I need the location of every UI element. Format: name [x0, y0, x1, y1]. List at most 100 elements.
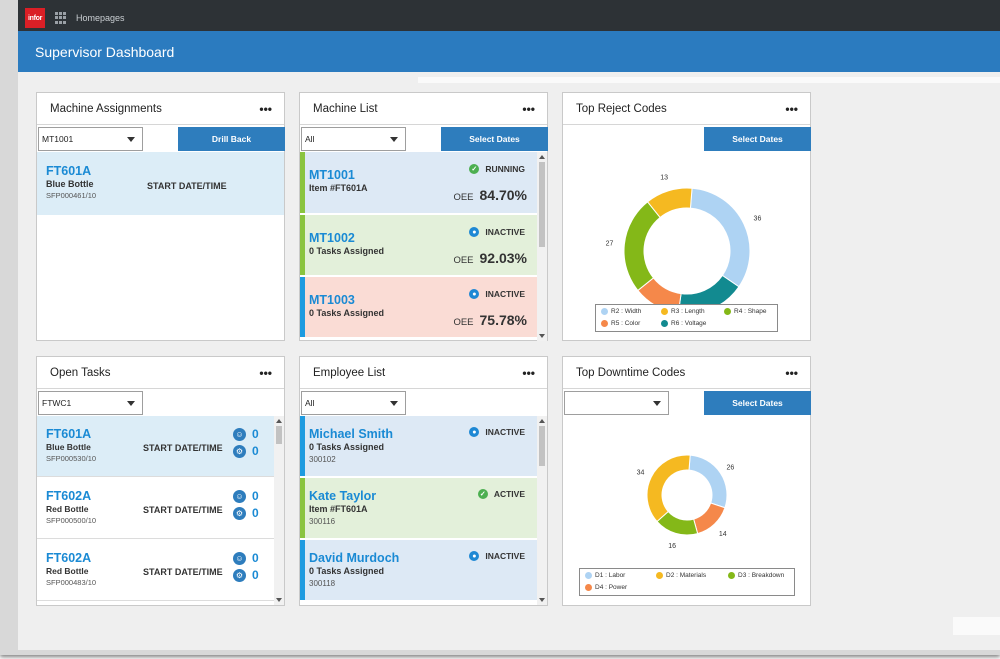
machine-list-item[interactable]: MT1002 0 Tasks Assigned ● INACTIVE OEE 92.03%: [300, 215, 537, 275]
legend-item[interactable]: R4 : Shape: [724, 308, 767, 315]
task-name: FT601A: [46, 427, 92, 441]
card-title: Top Downtime Codes: [576, 366, 686, 379]
scrollbar[interactable]: [274, 416, 284, 605]
machine-filter-select[interactable]: All: [301, 127, 406, 151]
scroll-thumb[interactable]: [539, 426, 545, 466]
task-count: ☺ 0: [233, 551, 259, 565]
downtime-codes-legend: D1 : Labor D2 : Materials D3 : Breakdown D4…: [579, 568, 795, 596]
employee-list-item[interactable]: David Murdoch 0 Tasks Assigned 300118 ● INAC…: [300, 540, 537, 600]
machine-oee: OEE 75.78%: [453, 312, 527, 328]
infor-logo[interactable]: infor: [25, 8, 45, 28]
machine-select[interactable]: MT1001: [38, 127, 143, 151]
machine-select-value: MT1001: [42, 134, 74, 144]
gear-icon: ⚙: [233, 568, 246, 582]
more-menu-button[interactable]: •••: [785, 365, 798, 380]
top-bar: infor Homepages: [18, 0, 1000, 36]
task-count: ⚙ 0: [233, 444, 259, 458]
more-menu-button[interactable]: •••: [259, 101, 272, 116]
chevron-down-icon: [653, 401, 661, 406]
assignment-item[interactable]: FT601A Blue Bottle SFP000461/10 START DA…: [37, 152, 284, 215]
scroll-up-icon[interactable]: [276, 419, 282, 423]
employee-filter-value: All: [305, 398, 315, 408]
employee-status: ● INACTIVE: [469, 427, 525, 437]
slice-value-label: 14: [719, 531, 727, 538]
machine-oee: OEE 92.03%: [453, 250, 527, 266]
legend-item[interactable]: R5 : Color: [601, 320, 640, 327]
select-dates-button[interactable]: Select Dates: [441, 127, 548, 151]
legend-label: R5 : Color: [611, 320, 641, 327]
legend-item[interactable]: R3 : Length: [661, 308, 705, 315]
card-title: Machine Assignments: [50, 102, 162, 115]
corner-patch: [953, 617, 1000, 635]
scroll-down-icon[interactable]: [539, 598, 545, 602]
machine-list-item[interactable]: MT1003 0 Tasks Assigned ● INACTIVE OEE 75.78%: [300, 277, 537, 337]
donut-slice[interactable]: [688, 454, 728, 509]
top-reject-codes-card: Top Reject Codes ••• Select Dates 361913…: [562, 92, 811, 341]
open-task-item[interactable]: FT602A Red Bottle SFP000500/10 START DATE/T…: [37, 478, 274, 539]
open-task-item[interactable]: FT601A Blue Bottle SFP000530/10 START DATE/…: [37, 416, 274, 477]
legend-label: R2 : Width: [611, 308, 642, 315]
legend-item[interactable]: D1 : Labor: [585, 572, 625, 579]
select-dates-button[interactable]: Select Dates: [704, 391, 811, 415]
task-desc: Blue Bottle: [46, 442, 91, 452]
scroll-thumb[interactable]: [276, 426, 282, 444]
employee-list-item[interactable]: Kate Taylor Item #FT601A 300116 ✓ ACTIVE: [300, 478, 537, 538]
slice-value-label: 13: [660, 174, 668, 181]
task-desc: Red Bottle: [46, 504, 89, 514]
page-title: Supervisor Dashboard: [35, 43, 175, 60]
employee-list-item[interactable]: Michael Smith 0 Tasks Assigned 300102 ● INAC…: [300, 416, 537, 476]
machine-list-item[interactable]: MT1001 Item #FT601A ✓ RUNNING OEE 84.70%: [300, 152, 537, 213]
breadcrumb-homepages[interactable]: Homepages: [76, 13, 125, 23]
task-count: ☺ 0: [233, 427, 259, 441]
select-dates-button[interactable]: Select Dates: [704, 127, 811, 151]
scroll-down-icon[interactable]: [276, 598, 282, 602]
power-icon: ●: [469, 551, 480, 561]
employee-sub: 0 Tasks Assigned: [309, 442, 385, 452]
more-menu-button[interactable]: •••: [522, 365, 535, 380]
employee-status-label: INACTIVE: [485, 427, 525, 437]
donut-slice[interactable]: [689, 187, 751, 288]
slice-value-label: 27: [606, 241, 614, 248]
machine-status: ● INACTIVE: [469, 289, 525, 299]
legend-item[interactable]: D2 : Materials: [656, 572, 706, 579]
scrollbar[interactable]: [537, 416, 547, 605]
donut-slice[interactable]: [646, 187, 693, 219]
scroll-down-icon[interactable]: [539, 334, 545, 338]
drill-back-button[interactable]: Drill Back: [178, 127, 285, 151]
task-name: FT602A: [46, 551, 92, 565]
task-desc: Red Bottle: [46, 566, 89, 576]
donut-slice[interactable]: [646, 454, 691, 523]
scroll-thumb[interactable]: [539, 162, 545, 247]
start-date-label: START DATE/TIME: [143, 443, 223, 453]
donut-slice[interactable]: [693, 502, 726, 535]
scroll-up-icon[interactable]: [539, 155, 545, 159]
scrollbar[interactable]: [537, 152, 547, 341]
more-menu-button[interactable]: •••: [785, 101, 798, 116]
more-menu-button[interactable]: •••: [259, 365, 272, 380]
assignment-code: SFP000461/10: [46, 191, 97, 200]
scroll-up-icon[interactable]: [539, 419, 545, 423]
more-menu-button[interactable]: •••: [522, 101, 535, 116]
card-header: Employee List •••: [300, 357, 547, 389]
legend-item[interactable]: R6 : Voltage: [661, 320, 706, 327]
machine-status: ✓ RUNNING: [469, 164, 525, 174]
donut-slice[interactable]: [678, 274, 740, 305]
legend-item[interactable]: D4 : Power: [585, 584, 627, 591]
start-date-label: START DATE/TIME: [147, 181, 227, 191]
start-date-label: START DATE/TIME: [143, 567, 223, 577]
downtime-select[interactable]: [564, 391, 669, 415]
legend-swatch-icon: [656, 572, 663, 579]
card-header: Open Tasks •••: [37, 357, 284, 389]
legend-item[interactable]: R2 : Width: [601, 308, 641, 315]
legend-item[interactable]: D3 : Breakdown: [728, 572, 784, 579]
users-icon: ☺: [233, 551, 246, 565]
legend-label: D2 : Materials: [666, 572, 707, 579]
open-tasks-card: Open Tasks ••• FTWC1 FT601A Blue Bottle SF…: [36, 356, 285, 606]
employee-filter-select[interactable]: All: [301, 391, 406, 415]
app-grid-icon[interactable]: [55, 12, 67, 24]
donut-slice[interactable]: [623, 201, 661, 292]
open-task-item[interactable]: FT602A Red Bottle SFP000483/10 START DATE/T…: [37, 540, 274, 601]
task-code: SFP000530/10: [46, 454, 97, 463]
slice-value-label: 36: [754, 216, 762, 223]
work-center-select[interactable]: FTWC1: [38, 391, 143, 415]
